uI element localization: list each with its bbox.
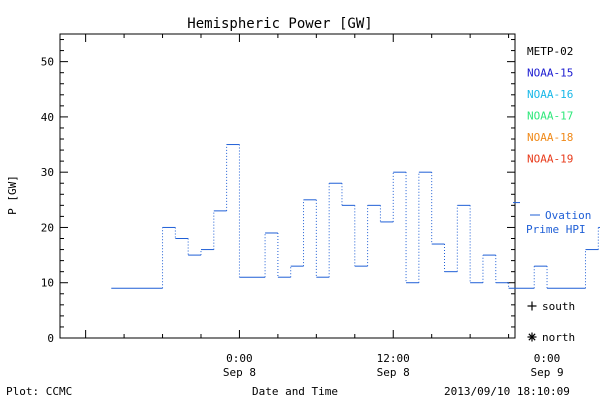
x-tick-label-time: 0:00: [534, 352, 561, 365]
y-tick-label: 20: [41, 221, 54, 234]
footer-left: Plot: CCMC: [6, 385, 72, 398]
x-tick-label-time: 12:00: [377, 352, 410, 365]
y-tick-label: 10: [41, 277, 54, 290]
ovation-series: [111, 144, 600, 289]
legend-entry: NOAA-17: [527, 110, 573, 123]
x-axis-label: Date and Time: [252, 385, 338, 398]
legend-entry: NOAA-19: [527, 153, 573, 166]
x-tick-label-date: Sep 8: [223, 366, 256, 379]
y-tick-label: 30: [41, 166, 54, 179]
y-tick-label: 50: [41, 56, 54, 69]
footer-right: 2013/09/10 18:10:09: [444, 385, 570, 398]
plot-frame: [59, 33, 516, 339]
legend-entry: NOAA-16: [527, 88, 573, 101]
x-tick-label-time: 0:00: [226, 352, 253, 365]
y-axis-label: P [GW]: [6, 175, 19, 215]
x-tick-label-date: Sep 8: [377, 366, 410, 379]
north-marker-d2: [528, 333, 536, 341]
north-legend-label: north: [542, 331, 575, 344]
y-tick-label: 0: [47, 332, 54, 345]
legend-entry: NOAA-15: [527, 67, 573, 80]
ovation-legend-label: Ovation: [545, 209, 591, 222]
legend-entry: NOAA-18: [527, 131, 573, 144]
ovation-legend-label-2: Prime HPI: [526, 223, 586, 236]
x-tick-label-date: Sep 9: [530, 366, 563, 379]
south-legend-label: south: [542, 300, 575, 313]
legend-entry: METP-02: [527, 45, 573, 58]
y-tick-label: 40: [41, 111, 54, 124]
chart-title: Hemispheric Power [GW]: [187, 16, 372, 32]
legend: METP-02 NOAA-15 NOAA-16 NOAA-17 NOAA-18 NOAA-…: [513, 45, 591, 344]
